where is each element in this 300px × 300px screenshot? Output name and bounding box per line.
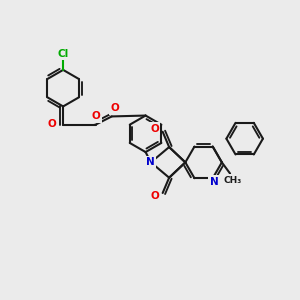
Text: N: N — [146, 158, 155, 167]
Text: Cl: Cl — [58, 49, 69, 59]
Text: O: O — [48, 119, 56, 129]
Text: O: O — [150, 191, 159, 201]
Text: N: N — [210, 177, 219, 187]
Text: O: O — [150, 124, 159, 134]
Text: O: O — [111, 103, 120, 113]
Text: O: O — [91, 111, 100, 122]
Text: CH₃: CH₃ — [224, 176, 242, 184]
